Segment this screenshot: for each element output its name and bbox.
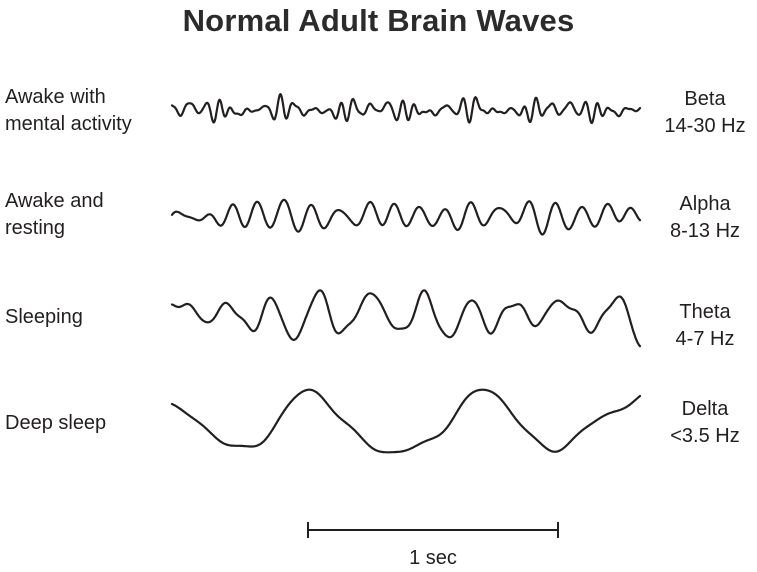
wave-band: 8-13 Hz (669, 220, 741, 242)
wave-band: <3.5 Hz (670, 425, 740, 447)
state-label-theta: Sleeping (5, 304, 170, 331)
state-line: Awake with (5, 86, 106, 108)
state-line: Awake and (5, 190, 104, 212)
state-line: resting (5, 217, 66, 239)
delta-wave-trace (170, 388, 642, 454)
wave-band: 14-30 Hz (664, 115, 746, 137)
scale-bar-label: 1 sec (409, 547, 457, 569)
figure-title: Normal Adult Brain Waves (182, 3, 575, 38)
wave-name: Alpha (679, 193, 731, 215)
band-label-alpha: Alpha 8-13 Hz (655, 191, 755, 245)
state-label-delta: Deep sleep (5, 410, 170, 437)
alpha-wave-trace (170, 198, 642, 236)
band-label-beta: Beta 14-30 Hz (655, 86, 755, 140)
state-line: Deep sleep (5, 412, 107, 434)
scale-bar (307, 522, 559, 538)
beta-wave-trace (170, 93, 642, 125)
state-line: mental activity (5, 113, 132, 135)
theta-wave-trace (170, 289, 642, 348)
state-line: Sleeping (5, 306, 83, 328)
state-label-beta: Awake with mental activity (5, 84, 170, 138)
wave-band: 4-7 Hz (675, 328, 735, 350)
state-label-alpha: Awake and resting (5, 188, 170, 242)
wave-name: Beta (684, 88, 726, 110)
wave-name: Delta (681, 398, 729, 420)
band-label-theta: Theta 4-7 Hz (655, 299, 755, 353)
band-label-delta: Delta <3.5 Hz (655, 396, 755, 450)
wave-name: Theta (679, 301, 731, 323)
